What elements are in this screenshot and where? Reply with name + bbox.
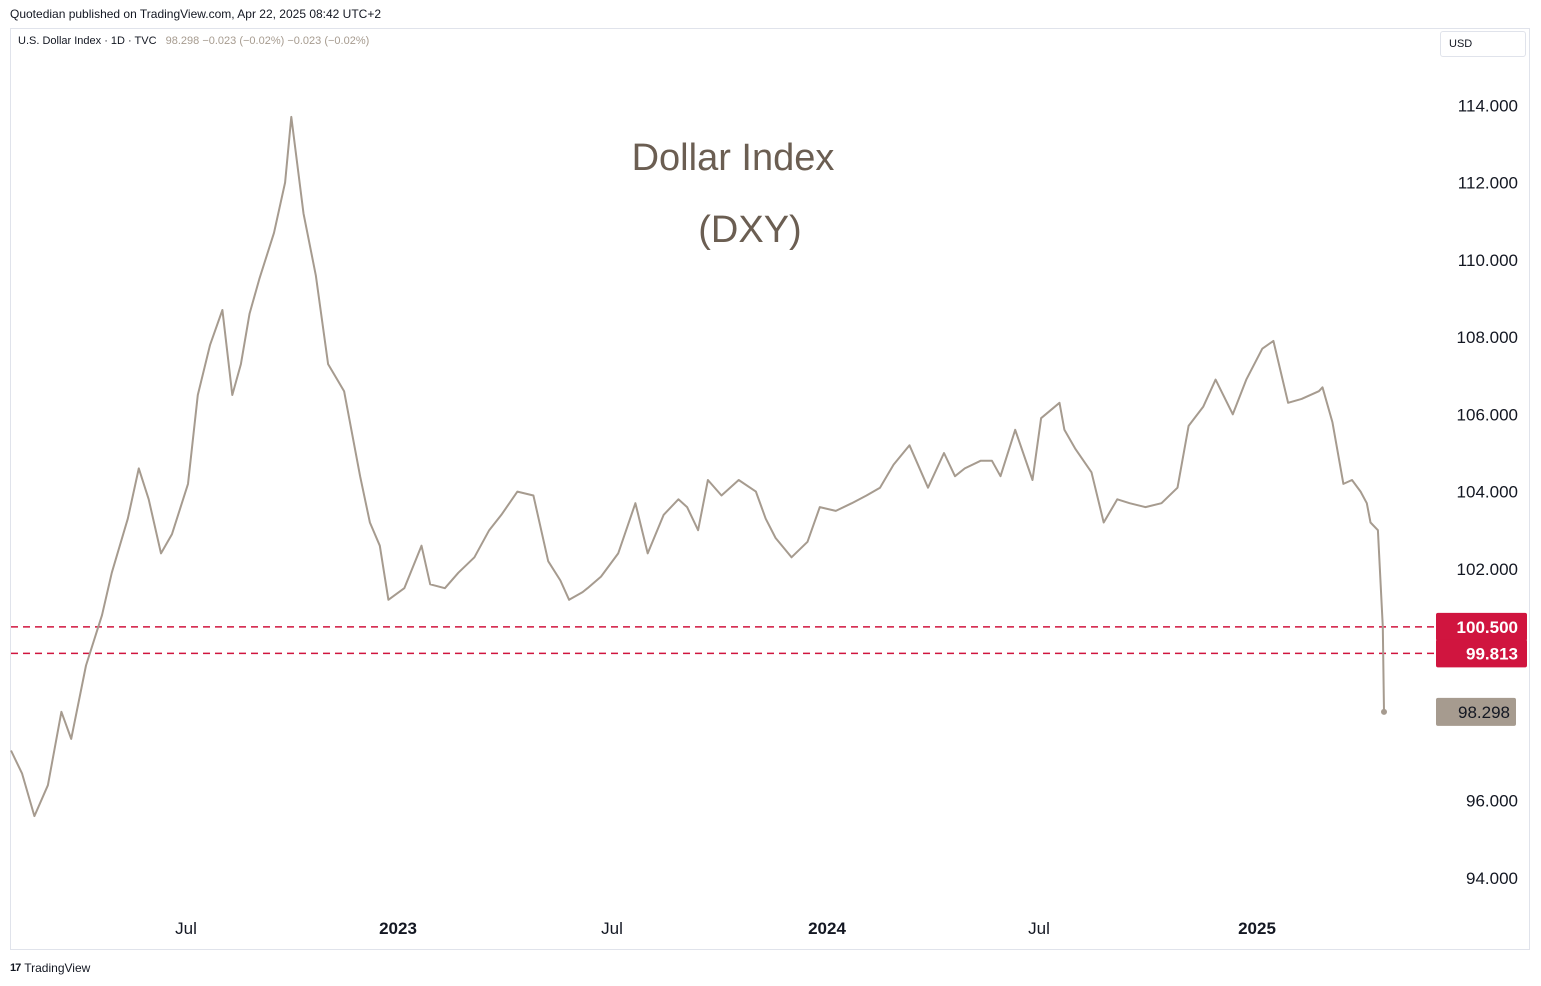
horizontal-levels [11,626,1437,655]
last-point-marker [1381,708,1387,715]
tradingview-logo-icon: 17 [10,962,21,974]
series-layer [10,115,1387,818]
footer-brand-label: TradingView [24,961,91,975]
level-price-badge-1 [1436,639,1527,668]
y-tick-label-5: 104.000 [1457,483,1518,502]
chart-title: Dollar Index [632,137,835,179]
x-tick-label-5: 2025 [1238,919,1276,938]
published-by-line: Quotedian published on TradingView.com, … [10,7,382,21]
y-tick-label-6: 102.000 [1457,560,1518,579]
y-tick-label-2: 110.000 [1458,251,1518,270]
price-axis[interactable]: 114.000 112.000 110.000 108.000 106.000 104.0… [1457,96,1518,888]
y-tick-label-7: 96.000 [1466,792,1518,811]
y-tick-label-3: 108.000 [1457,328,1518,347]
symbol-values: 98.298 −0.023 (−0.02%) −0.023 (−0.02%) [165,35,370,47]
time-axis[interactable]: Jul 2023 Jul 2024 Jul 2025 [175,919,1276,938]
y-tick-label-4: 106.000 [1457,405,1518,424]
last-price-badge [1436,697,1516,726]
y-tick-label-1: 112.000 [1458,174,1518,193]
symbol-name[interactable]: U.S. Dollar Index · 1D · TVC [18,35,157,47]
level-price-label-0: 100.500 [1457,618,1518,637]
chart-subtitle: (DXY) [698,209,801,251]
dxy-series-line [10,115,1385,818]
x-tick-label-2: Jul [601,919,623,938]
level-price-label-1: 99.813 [1466,644,1518,663]
x-tick-label-0: Jul [175,919,197,938]
footer-brand[interactable]: 17 TradingView [10,961,90,975]
chart-pane[interactable] [10,28,1530,950]
y-tick-label-8: 94.000 [1466,869,1518,888]
symbol-legend[interactable]: U.S. Dollar Index · 1D · TVC 98.298 −0.0… [18,35,369,47]
level-price-badge-0 [1436,612,1527,641]
last-price-label: 98.298 [1458,703,1510,722]
x-tick-label-1: 2023 [379,919,417,938]
x-tick-label-4: Jul [1028,919,1050,938]
x-tick-label-3: 2024 [808,919,846,938]
y-tick-label-0: 114.000 [1458,96,1518,115]
currency-selector[interactable]: USD [1440,31,1526,57]
price-labels: 100.500 99.813 98.298 [1436,612,1527,726]
